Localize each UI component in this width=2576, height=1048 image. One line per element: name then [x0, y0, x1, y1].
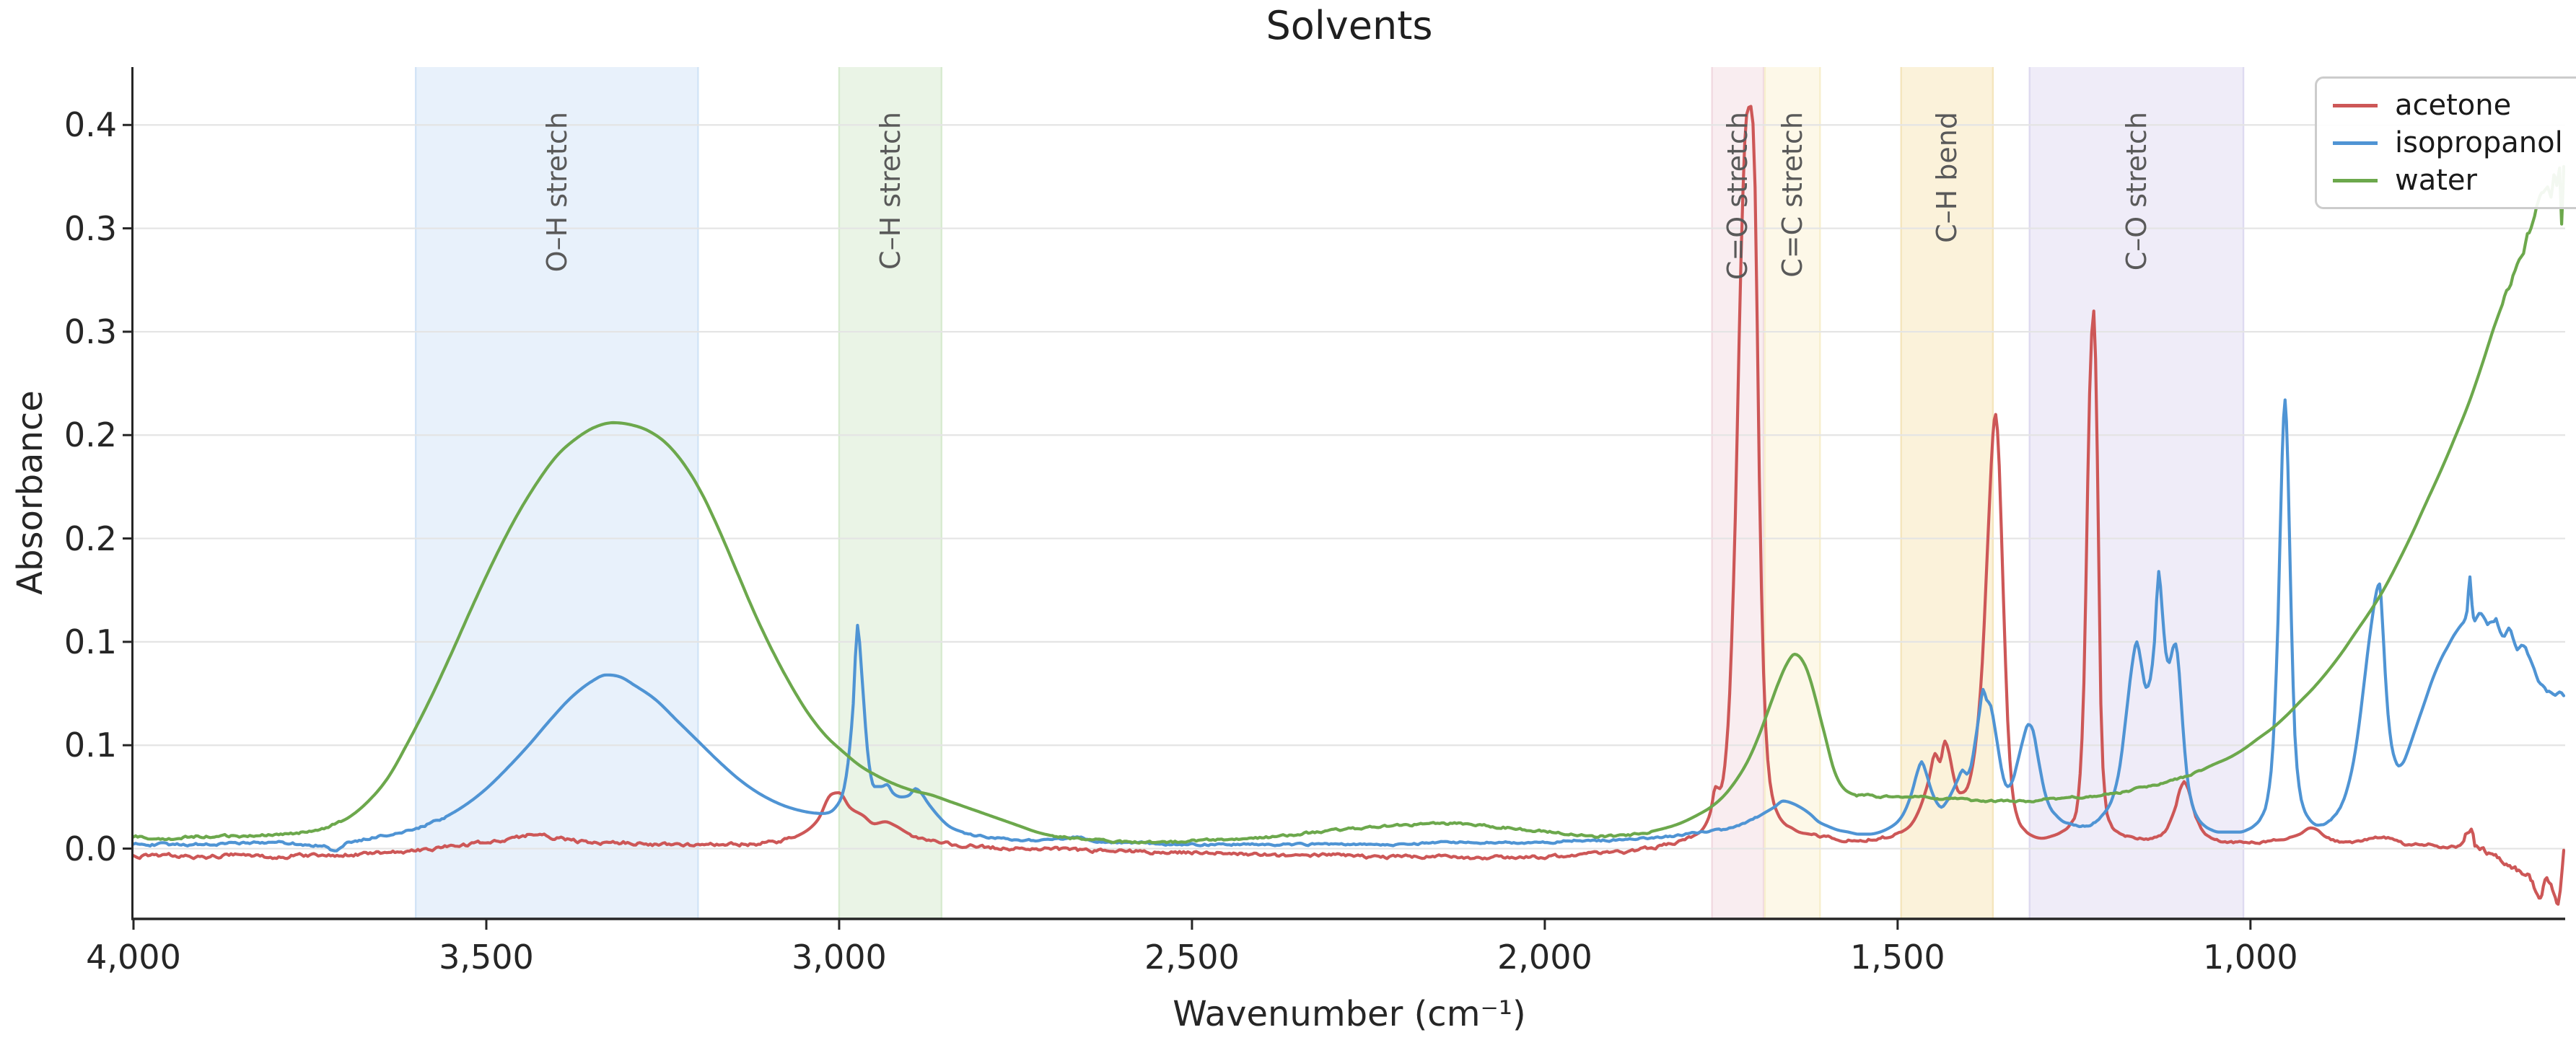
- band-c-o-stretch: [2029, 67, 2244, 919]
- legend-swatch-water: [2333, 178, 2378, 182]
- y-tick-label: 0.4: [63, 105, 117, 145]
- band-c-c-stretch: [1765, 67, 1821, 919]
- legend-label: isopropanol: [2395, 126, 2563, 159]
- y-tick-label: 0.2: [63, 415, 117, 455]
- y-axis-label: Absorbance: [10, 390, 51, 595]
- band-edge-left: [1764, 67, 1766, 919]
- y-tick-label: 0.0: [63, 829, 117, 868]
- band-edge-left: [838, 67, 841, 919]
- x-tick-label: 1,000: [2202, 938, 2298, 977]
- band-edge-left: [1900, 67, 1902, 919]
- legend-label: water: [2395, 164, 2477, 197]
- band-edge-right: [2242, 67, 2245, 919]
- series-line-acetone: [133, 105, 2565, 906]
- x-tick-label: 3,500: [439, 938, 534, 977]
- legend-swatch-isopropanol: [2333, 141, 2378, 145]
- legend-swatch-acetone: [2333, 103, 2378, 107]
- band-label: C=C stretch: [1777, 112, 1809, 278]
- band-o-h-stretch: [416, 67, 698, 919]
- x-tick-label: 2,000: [1497, 938, 1593, 977]
- y-tick-label: 0.3: [63, 208, 117, 248]
- x-tick-label: 3,000: [792, 938, 887, 977]
- band-edge-right: [1762, 67, 1765, 919]
- band-edge-left: [414, 67, 417, 919]
- legend-item-acetone: acetone: [2333, 89, 2563, 122]
- legend-item-water: water: [2333, 164, 2563, 197]
- series-line-water: [133, 164, 2565, 845]
- legend-label: acetone: [2395, 89, 2512, 122]
- y-tick-label: 0.2: [63, 519, 117, 558]
- band-edge-left: [2028, 67, 2030, 919]
- series-line-isopropanol: [133, 398, 2565, 853]
- band-label: C–H bend: [1931, 112, 1963, 243]
- legend-item-isopropanol: isopropanol: [2333, 126, 2563, 159]
- legend: acetone isopropanol water: [2315, 76, 2576, 209]
- band-edge-left: [1711, 67, 1713, 919]
- y-tick-label: 0.3: [63, 312, 117, 351]
- x-tick-label: 2,500: [1144, 938, 1240, 977]
- x-tick-label: 1,500: [1850, 938, 1945, 977]
- band-label: C–H stretch: [874, 112, 906, 270]
- band-c-h-stretch: [838, 67, 942, 919]
- band-edge-right: [940, 67, 942, 919]
- band-edge-right: [697, 67, 699, 919]
- band-label: C=O stretch: [1722, 112, 1754, 281]
- y-tick-label: 0.1: [63, 622, 117, 661]
- band-edge-right: [1819, 67, 1821, 919]
- page-title: Solvents: [1266, 3, 1433, 48]
- band-label: O–H stretch: [540, 112, 573, 273]
- x-axis-label: Wavenumber (cm⁻¹): [1173, 994, 1526, 1034]
- x-tick-label: 4,000: [86, 938, 181, 977]
- band-label: C–O stretch: [2120, 112, 2152, 271]
- band-edge-right: [1992, 67, 1994, 919]
- y-tick-label: 0.1: [63, 726, 117, 765]
